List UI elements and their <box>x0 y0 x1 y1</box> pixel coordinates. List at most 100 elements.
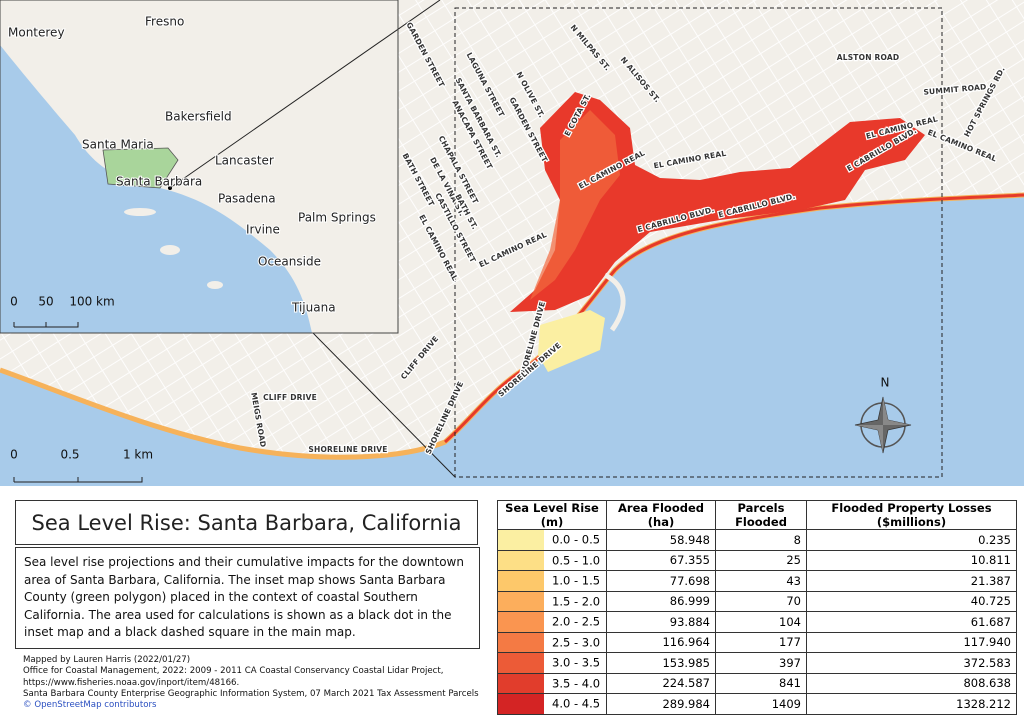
table-cell: Flooded Property Losses ($millions) <box>806 500 1017 530</box>
table-cell: 77.698 <box>606 570 716 592</box>
credit-line: Mapped by Lauren Harris (2022/01/27) <box>23 655 191 665</box>
table-row: 2.0 - 2.5 93.884 104 61.687 <box>497 611 1017 633</box>
table-cell: 61.687 <box>806 611 1017 633</box>
place-label: Tijuana <box>291 301 336 315</box>
legend-swatch <box>498 571 544 591</box>
table-cell: 58.948 <box>606 529 716 551</box>
study-area <box>454 7 943 478</box>
table-cell: 1.0 - 1.5 <box>497 570 607 592</box>
table-cell: 3.0 - 3.5 <box>497 652 607 674</box>
inset-land <box>0 0 398 333</box>
table-cell: 10.811 <box>806 549 1017 571</box>
table-cell: 1328.212 <box>806 693 1017 715</box>
table-cell: 1409 <box>715 693 807 715</box>
table-cell: 808.638 <box>806 672 1017 694</box>
legend-swatch <box>498 612 544 632</box>
legend-label: 2.0 - 2.5 <box>552 614 601 629</box>
legend-swatch <box>498 653 544 673</box>
place-label: Oceanside <box>258 255 321 269</box>
table-row: 0.0 - 0.5 58.948 8 0.235 <box>497 529 1017 551</box>
legend-label: 0.5 - 1.0 <box>552 552 601 567</box>
inset-map <box>0 0 398 333</box>
street-label: CLIFF DRIVE <box>263 393 317 402</box>
table-cell: 0.235 <box>806 529 1017 551</box>
table-cell: 153.985 <box>606 652 716 674</box>
leader-line <box>169 0 441 189</box>
table-row: 3.0 - 3.5 153.985 397 372.583 <box>497 652 1017 674</box>
county <box>102 147 179 189</box>
street-label: ALSTON ROAD <box>837 53 900 62</box>
place-label: Irvine <box>246 223 280 237</box>
main-scale-bar <box>13 477 143 483</box>
credit-line[interactable]: © OpenStreetMap contributors <box>23 700 157 711</box>
breakwater <box>603 272 626 332</box>
legend-label: 0.0 - 0.5 <box>552 532 601 547</box>
table-cell: 177 <box>715 631 807 653</box>
table-cell: 43 <box>715 570 807 592</box>
island <box>160 245 180 255</box>
legend-table: Sea Level Rise (m) Area Flooded (ha) Parce… <box>497 500 1017 715</box>
table-cell: 224.587 <box>606 672 716 694</box>
description: Sea level rise projections and their cum… <box>15 547 480 649</box>
table-cell: Parcels Flooded <box>715 500 807 530</box>
table-cell: 372.583 <box>806 652 1017 674</box>
compass <box>854 396 912 454</box>
island <box>124 208 156 216</box>
table-cell: 0.5 - 1.0 <box>497 549 607 571</box>
credit-line: Santa Barbara County Enterprise Geograph… <box>23 688 479 699</box>
table-cell: 40.725 <box>806 590 1017 612</box>
main-scale-label: 0.5 <box>60 448 79 462</box>
legend-label: 1.0 - 1.5 <box>552 573 601 588</box>
table-row: 1.5 - 2.0 86.999 70 40.725 <box>497 590 1017 612</box>
place-label: Palm Springs <box>298 211 376 225</box>
table-cell: 3.5 - 4.0 <box>497 672 607 694</box>
place-label: Fresno <box>145 15 184 29</box>
table-cell: 0.0 - 0.5 <box>497 529 607 551</box>
place-label: Bakersfield <box>165 110 232 124</box>
table-cell: 70 <box>715 590 807 612</box>
table-cell: 1.5 - 2.0 <box>497 590 607 612</box>
table-row: 1.0 - 1.5 77.698 43 21.387 <box>497 570 1017 592</box>
table-cell: 116.964 <box>606 631 716 653</box>
legend-swatch <box>498 530 544 550</box>
legend-swatch <box>498 632 544 652</box>
main-scale-label: 0 <box>10 448 18 462</box>
inset-scale-label: 100 km <box>69 295 114 309</box>
island <box>207 281 223 289</box>
inset-frame <box>0 0 399 334</box>
legend-label: 4.0 - 4.5 <box>552 696 601 711</box>
table-row: 4.0 - 4.5 289.984 1409 1328.212 <box>497 693 1017 715</box>
table-cell: 25 <box>715 549 807 571</box>
table-cell: 117.940 <box>806 631 1017 653</box>
legend-swatch <box>498 591 544 611</box>
legend-label: 2.5 - 3.0 <box>552 634 601 649</box>
table-cell: 93.884 <box>606 611 716 633</box>
credit-line: Office for Coastal Management, 2022: 200… <box>23 666 444 677</box>
table-cell: 2.0 - 2.5 <box>497 611 607 633</box>
table-row: 0.5 - 1.0 67.355 25 10.811 <box>497 549 1017 571</box>
place-label: Santa Maria <box>82 138 154 152</box>
main-scale-label: 1 km <box>123 448 153 462</box>
table-cell: 289.984 <box>606 693 716 715</box>
table-row: Sea Level Rise (m) Area Flooded (ha) Parce… <box>497 500 1017 530</box>
inset-scale-label: 50 <box>38 295 53 309</box>
coast-flood-red <box>444 193 1024 444</box>
legend-swatch <box>498 694 544 714</box>
table-cell: 21.387 <box>806 570 1017 592</box>
table-cell: 86.999 <box>606 590 716 612</box>
flood-area-shallow <box>530 110 620 300</box>
inset-scale-label: 0 <box>10 295 18 309</box>
place-label: Monterey <box>8 26 65 40</box>
credit-line: https://www.fisheries.noaa.gov/inport/it… <box>23 677 240 688</box>
table-cell: 104 <box>715 611 807 633</box>
table-cell: Sea Level Rise (m) <box>497 500 607 530</box>
table-row: 3.5 - 4.0 224.587 841 808.638 <box>497 672 1017 694</box>
north-label: N <box>881 376 890 390</box>
table-cell: 67.355 <box>606 549 716 571</box>
legend-swatch <box>498 550 544 570</box>
legend-swatch <box>498 673 544 693</box>
table-cell: 397 <box>715 652 807 674</box>
table-cell: 841 <box>715 672 807 694</box>
